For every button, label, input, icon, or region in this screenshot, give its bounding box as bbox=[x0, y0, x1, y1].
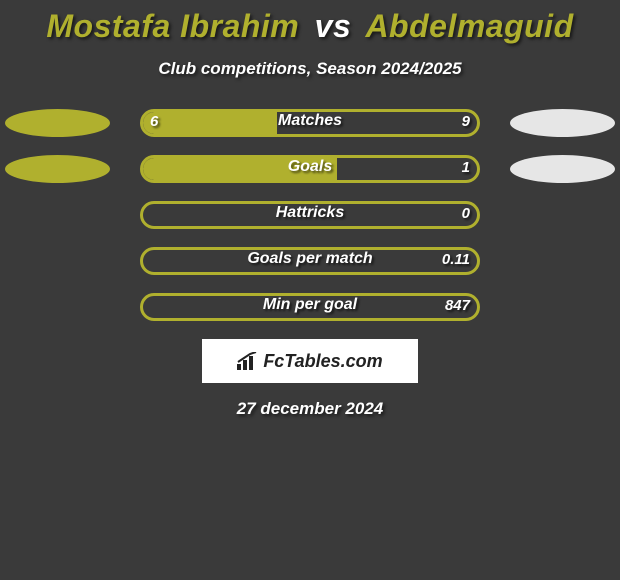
chart-icon bbox=[237, 352, 259, 370]
player1-name: Mostafa Ibrahim bbox=[46, 8, 299, 44]
stat-label: Hattricks bbox=[0, 204, 620, 222]
logo-text: FcTables.com bbox=[263, 351, 382, 372]
vs-label: vs bbox=[315, 8, 352, 44]
stat-row: 0.11Goals per match bbox=[0, 247, 620, 275]
stats-container: 69Matches 1Goals 0Hattricks 0.11Goals per m… bbox=[0, 109, 620, 321]
date-label: 27 december 2024 bbox=[0, 399, 620, 419]
stat-label: Min per goal bbox=[0, 296, 620, 314]
comparison-infographic: Mostafa Ibrahim vs Abdelmaguid Club comp… bbox=[0, 0, 620, 580]
stat-label: Matches bbox=[0, 112, 620, 130]
stat-label: Goals bbox=[0, 158, 620, 176]
stat-row: 69Matches bbox=[0, 109, 620, 137]
stat-row: 0Hattricks bbox=[0, 201, 620, 229]
stat-row: 1Goals bbox=[0, 155, 620, 183]
subtitle: Club competitions, Season 2024/2025 bbox=[0, 59, 620, 79]
stat-row: 847Min per goal bbox=[0, 293, 620, 321]
player2-name: Abdelmaguid bbox=[365, 8, 573, 44]
logo-box: FcTables.com bbox=[202, 339, 418, 383]
page-title: Mostafa Ibrahim vs Abdelmaguid bbox=[0, 0, 620, 45]
stat-label: Goals per match bbox=[0, 250, 620, 268]
